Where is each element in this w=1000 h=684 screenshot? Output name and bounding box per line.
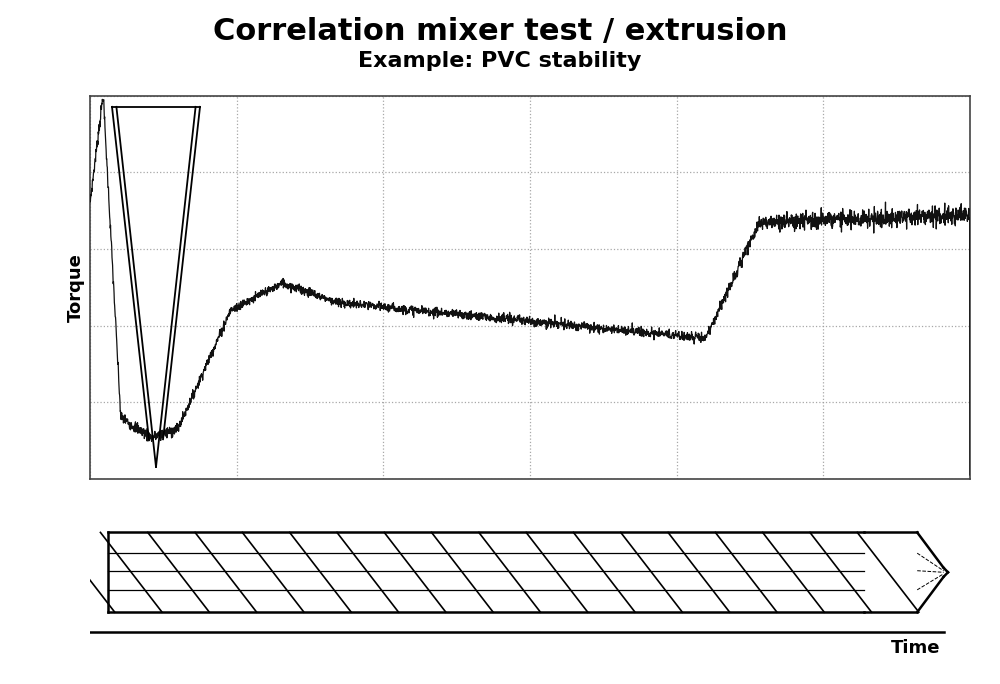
Text: Correlation mixer test / extrusion: Correlation mixer test / extrusion xyxy=(213,17,787,46)
Text: Example: PVC stability: Example: PVC stability xyxy=(358,51,642,71)
Text: Time: Time xyxy=(891,639,940,657)
Y-axis label: Torque: Torque xyxy=(66,253,84,321)
